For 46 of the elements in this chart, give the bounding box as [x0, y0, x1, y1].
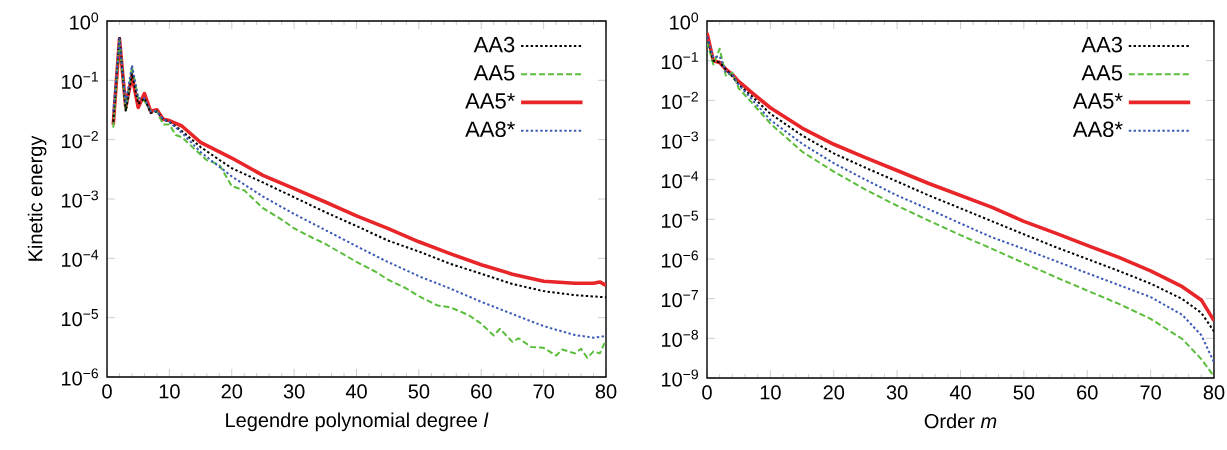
y-tick-label: 10$^{0}$	[70, 12, 99, 30]
x-tick-label: 40	[345, 384, 367, 399]
legend-label: AA3	[1081, 36, 1123, 53]
legend-label: AA5*	[1072, 93, 1123, 109]
y-tick-label: 10$^{−9}$	[661, 369, 698, 387]
x-tick-label: 10	[159, 384, 180, 399]
y-tick-label: 10$^{−8}$	[661, 329, 699, 347]
x-tick-label: 60	[1077, 385, 1098, 400]
y-tick-label: 10$^{−1}$	[661, 52, 698, 70]
legend-label: AA8*	[465, 121, 515, 138]
legend-label: AA5	[473, 65, 515, 81]
x-tick-label: 30	[283, 384, 305, 399]
legend-label: AA8*	[1072, 121, 1123, 138]
x-axis-title: Order m	[924, 413, 997, 429]
y-tick-label: 10$^{−7}$	[661, 290, 698, 308]
x-tick-label: 20	[823, 385, 845, 400]
y-tick-label: 10$^{−5}$	[661, 210, 699, 228]
x-tick-label: 60	[471, 384, 492, 399]
x-tick-label: 0	[702, 385, 712, 400]
x-tick-label: 80	[595, 384, 617, 399]
legend-label: AA5*	[465, 93, 515, 109]
y-tick-label: 10$^{−2}$	[661, 91, 698, 109]
x-tick-label: 10	[760, 385, 781, 400]
y-tick-label: 10$^{−6}$	[61, 368, 99, 386]
x-tick-label: 80	[1203, 385, 1225, 400]
x-tick-label: 50	[408, 384, 430, 399]
x-tick-label: 50	[1013, 385, 1035, 400]
y-tick-label: 10$^{−6}$	[661, 250, 698, 268]
y-tick-label: 10$^{−3}$	[661, 131, 698, 149]
x-tick-label: 30	[886, 385, 908, 400]
y-axis-title: Kinetic energy	[27, 135, 47, 261]
x-axis-title: Legendre polynomial degree l	[226, 412, 489, 432]
x-tick-label: 40	[949, 385, 971, 400]
x-tick-label: 70	[1140, 385, 1161, 400]
y-tick-label: 10$^{−3}$	[61, 190, 99, 208]
x-tick-label: 0	[102, 384, 112, 399]
y-tick-label: 10$^{−4}$	[61, 249, 99, 267]
legend-label: AA5	[1081, 65, 1123, 81]
x-tick-label: 20	[221, 384, 243, 399]
y-tick-label: 10$^{−2}$	[61, 131, 98, 149]
y-tick-label: 10$^{0}$	[670, 12, 699, 30]
y-tick-label: 10$^{−5}$	[61, 309, 99, 327]
x-tick-label: 70	[533, 384, 554, 399]
legend-label: AA3	[473, 36, 515, 53]
y-tick-label: 10$^{−4}$	[661, 171, 699, 189]
y-tick-label: 10$^{−1}$	[61, 71, 98, 89]
